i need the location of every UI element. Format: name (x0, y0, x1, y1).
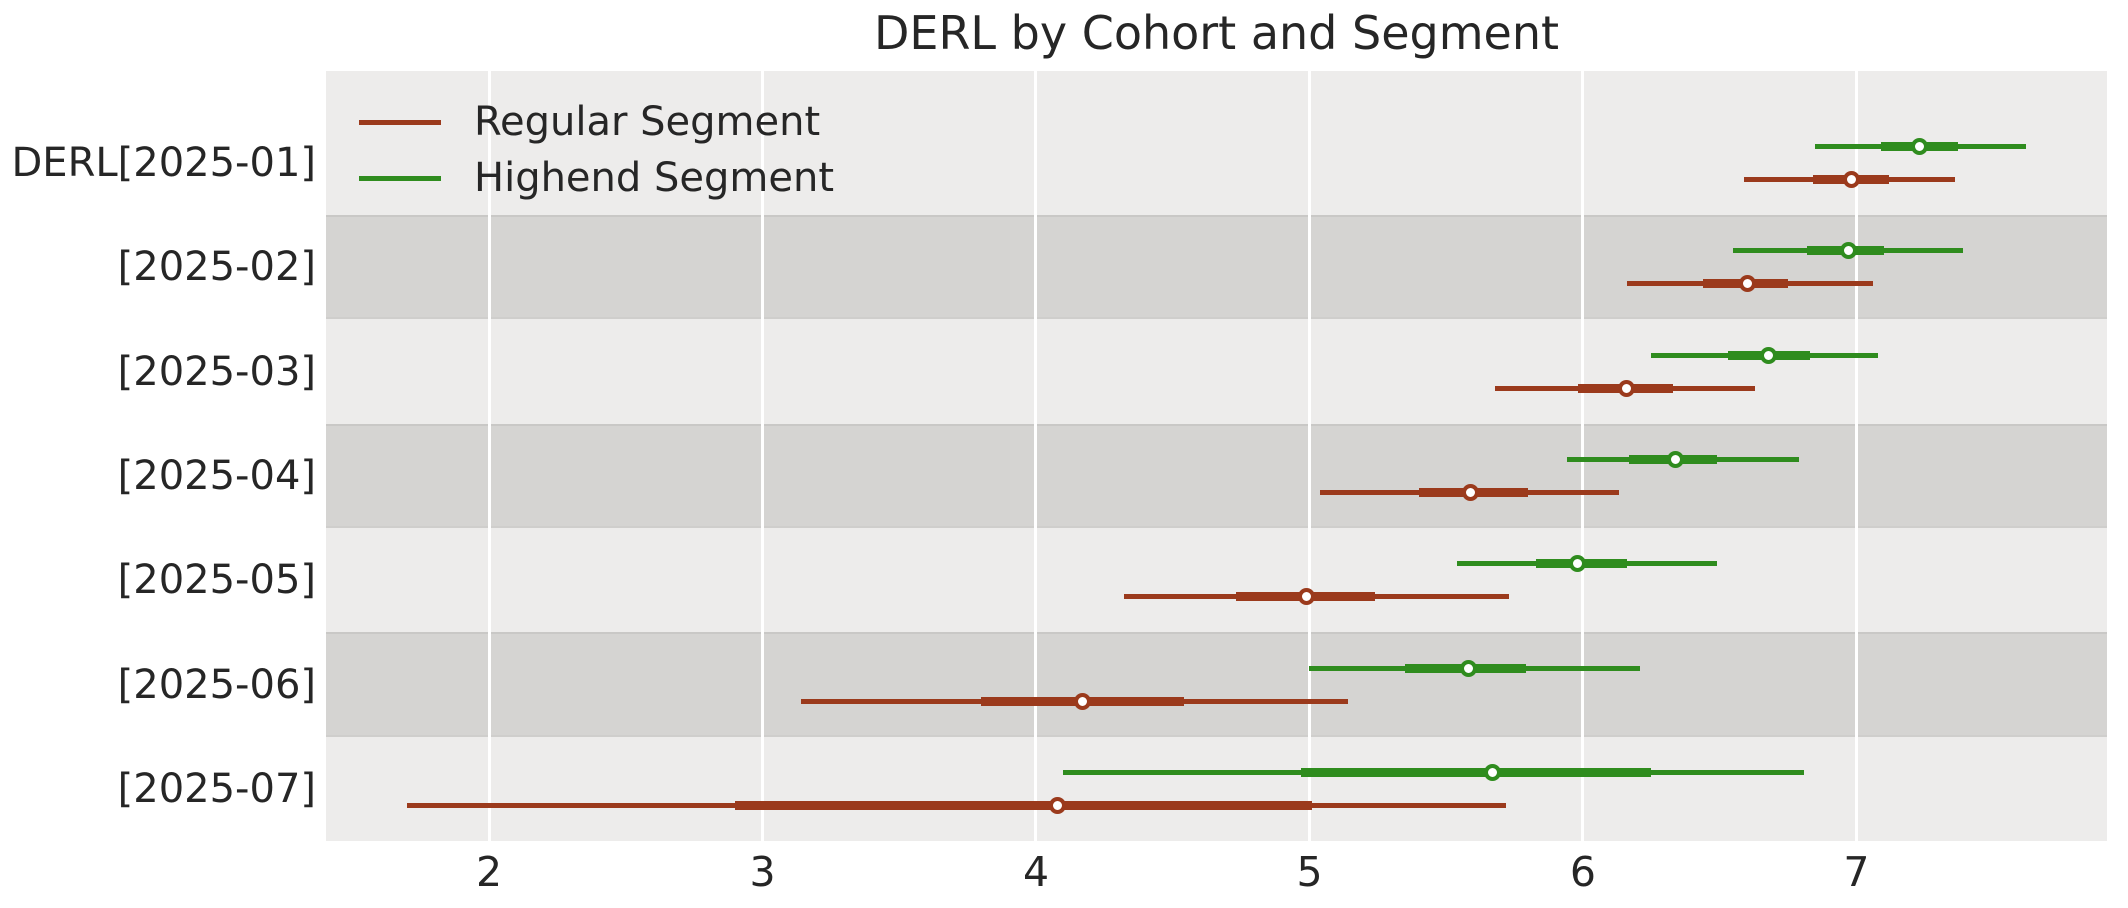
y-tick-label: [2025-05] (117, 557, 316, 604)
y-tick-label: [2025-07] (117, 765, 316, 812)
median-marker (1910, 137, 1928, 155)
median-marker (1842, 170, 1860, 188)
legend-line-swatch (359, 119, 441, 125)
gridline (1854, 71, 1858, 841)
y-tick-label: [2025-03] (117, 348, 316, 395)
median-marker (1738, 275, 1756, 293)
legend-item: Highend Segment (359, 150, 834, 206)
chart-title: DERL by Cohort and Segment (873, 6, 1560, 60)
median-marker (1298, 588, 1316, 606)
median-marker (1484, 763, 1502, 781)
gridline (1034, 71, 1038, 841)
median-marker (1667, 450, 1685, 468)
gridline (1307, 71, 1311, 841)
gridline (1581, 71, 1585, 841)
median-marker (1462, 483, 1480, 501)
plot-area: Regular Segment Highend Segment (326, 71, 2107, 841)
gridline (487, 71, 491, 841)
category-shading-band (326, 423, 2107, 528)
box-50-interval (735, 800, 1313, 810)
median-marker (1459, 659, 1477, 677)
legend-label: Highend Segment (474, 155, 834, 201)
category-shading-band (326, 215, 2107, 320)
x-tick-label: 7 (1843, 848, 1870, 896)
x-tick-label: 5 (1296, 848, 1323, 896)
legend-line-swatch (359, 175, 441, 181)
median-marker (1049, 796, 1067, 814)
gridline (760, 71, 764, 841)
median-marker (1618, 379, 1636, 397)
x-tick-label: 3 (749, 848, 776, 896)
median-marker (1760, 346, 1778, 364)
legend-item: Regular Segment (359, 94, 834, 150)
y-tick-label: [2025-06] (117, 661, 316, 708)
y-tick-label: DERL[2025-01] (11, 139, 317, 186)
y-tick-label: [2025-04] (117, 452, 316, 499)
median-marker (1073, 692, 1091, 710)
box-50-interval (1301, 767, 1652, 777)
legend-label: Regular Segment (474, 99, 821, 145)
median-marker (1839, 242, 1857, 260)
median-marker (1569, 555, 1586, 573)
x-tick-label: 2 (475, 848, 503, 896)
y-tick-label: [2025-02] (117, 244, 316, 291)
legend: Regular Segment Highend Segment (359, 94, 834, 206)
x-tick-label: 6 (1569, 848, 1597, 896)
category-shading-band (326, 632, 2107, 737)
x-tick-label: 4 (1022, 848, 1050, 896)
